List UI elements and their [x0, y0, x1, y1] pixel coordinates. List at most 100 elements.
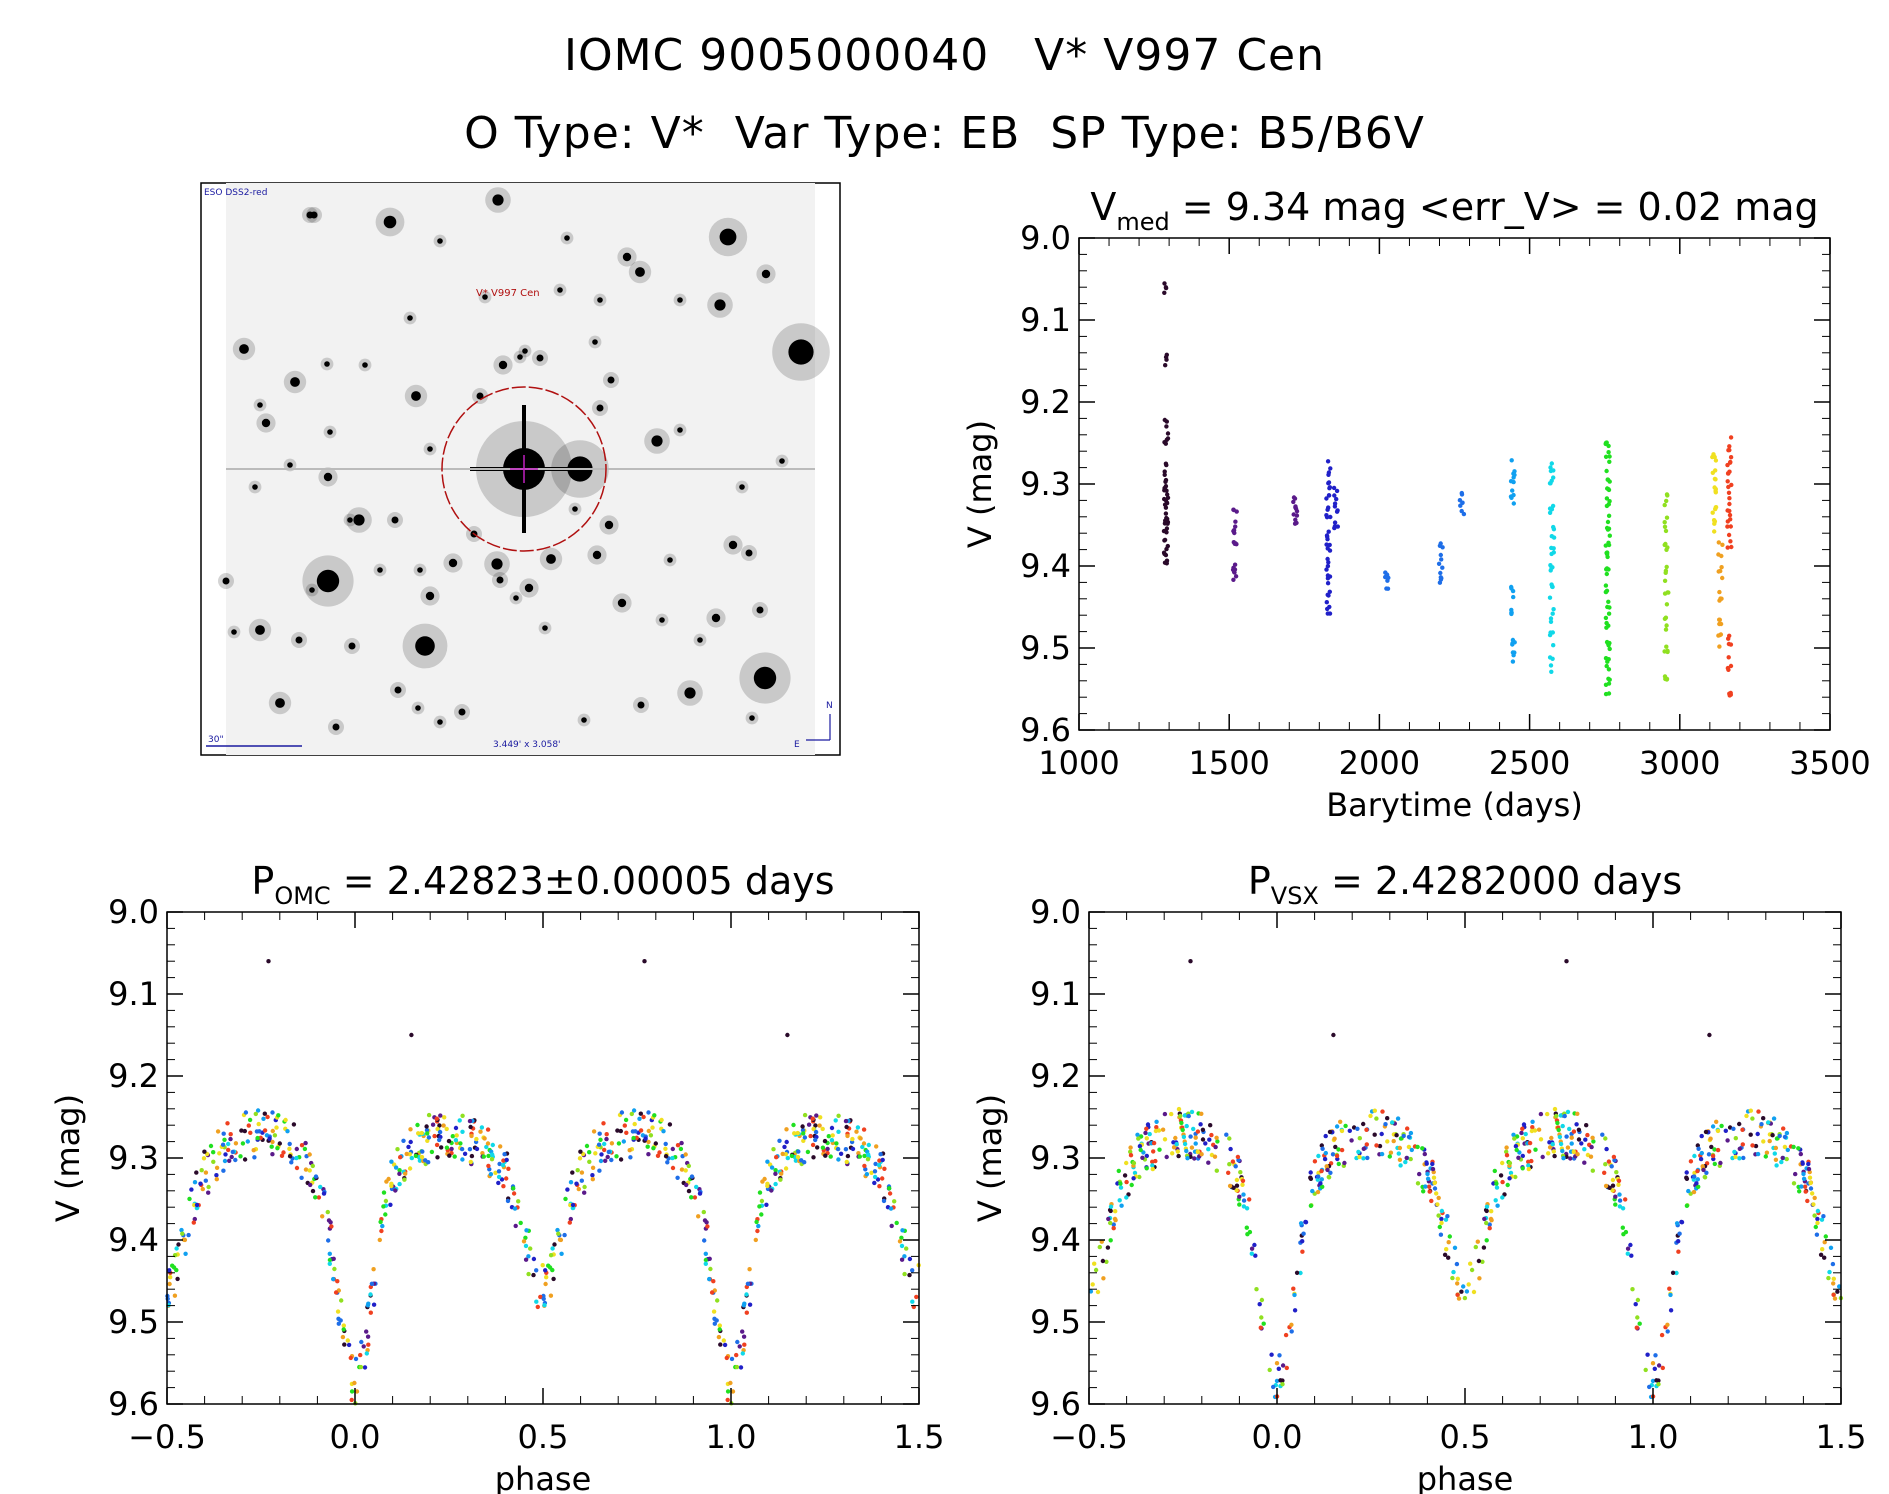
data-point	[1664, 515, 1670, 520]
data-point	[1408, 1156, 1413, 1162]
data-point	[1733, 1136, 1739, 1141]
data-point	[1606, 450, 1611, 455]
data-point	[1361, 1156, 1366, 1161]
data-point	[1732, 1149, 1737, 1155]
data-point	[1108, 1204, 1114, 1209]
data-point	[1698, 1156, 1704, 1162]
data-point	[1174, 1142, 1179, 1147]
x-tick-label: 1500	[1188, 744, 1269, 782]
data-point	[1812, 1213, 1817, 1218]
data-point	[1231, 1185, 1236, 1191]
data-point	[1547, 510, 1553, 515]
data-point	[735, 1339, 740, 1345]
data-point	[462, 1151, 468, 1157]
data-point	[892, 1199, 897, 1204]
data-point	[880, 1176, 885, 1181]
data-point	[513, 1223, 518, 1229]
data-point	[1385, 1139, 1390, 1144]
data-point	[542, 1303, 547, 1308]
data-point	[1831, 1276, 1837, 1282]
data-point	[565, 1187, 570, 1192]
y-tick-label: 9.0	[1020, 219, 1071, 257]
data-point	[425, 1131, 430, 1136]
data-point	[1164, 462, 1169, 468]
data-point	[1131, 1160, 1137, 1166]
data-point	[1326, 1175, 1332, 1180]
data-point	[1324, 1164, 1329, 1169]
data-point	[1564, 959, 1569, 964]
data-point	[1484, 1238, 1489, 1243]
data-point	[307, 1168, 312, 1173]
data-point	[590, 1165, 596, 1171]
data-point	[1484, 1220, 1489, 1226]
data-point	[872, 1180, 877, 1186]
data-point	[1355, 1126, 1360, 1132]
data-point	[878, 1152, 883, 1157]
data-point	[1523, 1131, 1528, 1137]
data-point	[902, 1254, 907, 1259]
data-point	[1320, 1146, 1325, 1152]
data-point	[1713, 458, 1719, 463]
data-point	[496, 1169, 502, 1174]
data-point	[1603, 1136, 1608, 1141]
data-point	[383, 1198, 389, 1204]
data-point	[1439, 1216, 1444, 1222]
data-point	[1316, 1153, 1321, 1159]
data-point	[1446, 1240, 1451, 1245]
data-point	[1536, 1127, 1542, 1132]
data-point	[1162, 521, 1168, 526]
data-point	[844, 1159, 849, 1165]
data-point	[1318, 1181, 1323, 1186]
data-point	[1342, 1160, 1347, 1166]
data-point	[1712, 1147, 1717, 1152]
data-point	[1725, 1138, 1730, 1143]
data-point	[316, 1195, 322, 1200]
data-point	[398, 1155, 403, 1160]
data-point	[1090, 1282, 1095, 1287]
data-point	[872, 1169, 878, 1174]
data-point	[1233, 524, 1238, 529]
data-point	[424, 1128, 430, 1133]
data-point	[1154, 1119, 1159, 1125]
data-point	[1164, 424, 1169, 429]
data-point	[829, 1138, 835, 1143]
data-point	[1451, 1269, 1456, 1275]
data-point	[543, 1281, 548, 1287]
data-point	[550, 1267, 555, 1273]
y-tick-label: 9.6	[1020, 711, 1071, 749]
data-point	[707, 1276, 712, 1282]
data-point	[1548, 619, 1554, 624]
star	[257, 402, 263, 408]
star	[316, 569, 340, 593]
data-point	[1650, 1378, 1656, 1384]
data-point	[1332, 493, 1337, 498]
data-point	[619, 1110, 625, 1115]
data-point	[753, 1237, 758, 1243]
data-point	[482, 1136, 487, 1141]
data-point	[1439, 557, 1444, 562]
data-point	[214, 1177, 219, 1182]
data-point	[446, 1138, 452, 1144]
data-point	[724, 1355, 729, 1361]
data-point	[1520, 1126, 1525, 1132]
data-point	[1088, 1289, 1094, 1294]
data-point	[655, 1153, 661, 1159]
data-point	[845, 1133, 850, 1139]
data-point	[325, 1209, 330, 1215]
data-point	[538, 1294, 543, 1300]
data-point	[1165, 543, 1171, 549]
data-point	[1576, 1137, 1582, 1142]
data-point	[1175, 1149, 1181, 1154]
data-point	[900, 1228, 905, 1233]
data-point	[1589, 1144, 1594, 1150]
data-point	[563, 1196, 568, 1202]
data-point	[1237, 1202, 1242, 1207]
data-point	[675, 1143, 681, 1148]
data-point	[825, 1146, 830, 1152]
data-point	[1163, 511, 1169, 516]
star	[476, 392, 484, 400]
data-point	[1445, 1214, 1450, 1219]
data-point	[1108, 1238, 1113, 1243]
data-point	[689, 1174, 695, 1179]
data-point	[332, 1266, 337, 1272]
